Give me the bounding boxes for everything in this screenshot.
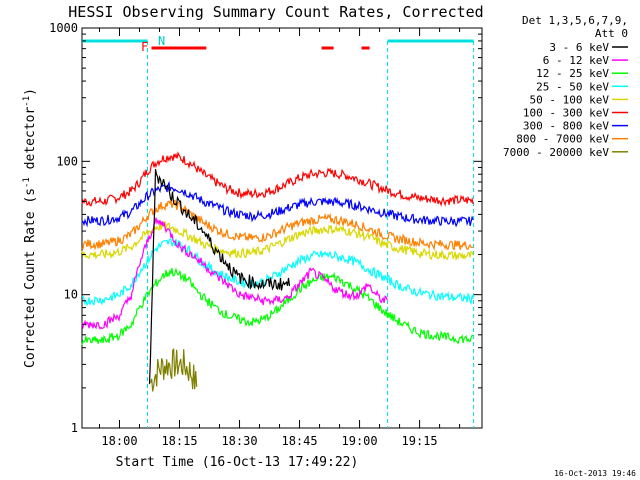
y-tick-label-3: 1000 [49, 21, 78, 35]
x-tick-label-3: 18:45 [281, 434, 317, 448]
x-axis-ticks: 18:00 18:15 18:30 18:45 19:00 19:15 [98, 28, 461, 448]
y-tick-label-0: 1 [71, 421, 78, 435]
x-tick-label-1: 18:15 [161, 434, 197, 448]
night-flag-label: N [158, 34, 165, 48]
x-tick-label-4: 19:00 [342, 434, 378, 448]
y-axis-label-end: ) [23, 88, 38, 96]
series-line-0 [148, 168, 291, 385]
series-line-4 [81, 221, 474, 261]
legend-label-7: 800 - 7000 keV [516, 133, 609, 146]
legend-label-4: 50 - 100 keV [530, 93, 610, 106]
generation-timestamp: 16-Oct-2013 19:46 [554, 469, 636, 478]
series-line-2 [81, 267, 474, 346]
chart-title: HESSI Observing Summary Count Rates, Cor… [68, 3, 483, 21]
x-tick-label-5: 19:15 [402, 434, 438, 448]
flag-bars [82, 39, 474, 50]
legend-label-1: 6 - 12 keV [543, 54, 610, 67]
legend-label-2: 12 - 25 keV [536, 67, 609, 80]
series-line-3 [81, 238, 474, 307]
y-axis-ticks: 1 10 100 1000 [49, 21, 482, 435]
x-tick-label-0: 18:00 [101, 434, 137, 448]
legend-label-3: 25 - 50 keV [536, 80, 609, 93]
series-line-6 [81, 180, 474, 228]
x-tick-label-2: 18:30 [221, 434, 257, 448]
y-tick-label-2: 100 [56, 154, 78, 168]
series-line-8 [150, 347, 198, 392]
y-axis-label-sup1: -1 [22, 177, 32, 188]
y-axis-label: Corrected Count Rate (s-1 detector-1) [22, 88, 38, 368]
legend-header-line2: Att 0 [595, 27, 628, 40]
y-axis-label-main: Corrected Count Rate (s [23, 188, 38, 368]
series-group [81, 151, 474, 392]
series-line-5 [81, 151, 474, 207]
x-axis-label: Start Time (16-Oct-13 17:49:22) [116, 455, 359, 470]
series-line-7 [81, 199, 474, 251]
legend-label-6: 300 - 800 keV [523, 120, 609, 133]
legend-label-0: 3 - 6 keV [549, 41, 609, 54]
legend-label-8: 7000 - 20000 keV [503, 146, 609, 159]
plot-frame [81, 27, 483, 429]
series-line-1 [81, 217, 388, 330]
legend-label-5: 100 - 300 keV [523, 107, 609, 120]
y-axis-label-sup2: -1 [22, 96, 32, 107]
night-intervals [146, 41, 475, 428]
y-tick-label-1: 10 [64, 288, 78, 302]
legend-header-line1: Det 1,3,5,6,7,9, [522, 14, 628, 27]
flare-flag-label: F [141, 40, 148, 54]
y-axis-label-mid: detector [23, 107, 38, 178]
